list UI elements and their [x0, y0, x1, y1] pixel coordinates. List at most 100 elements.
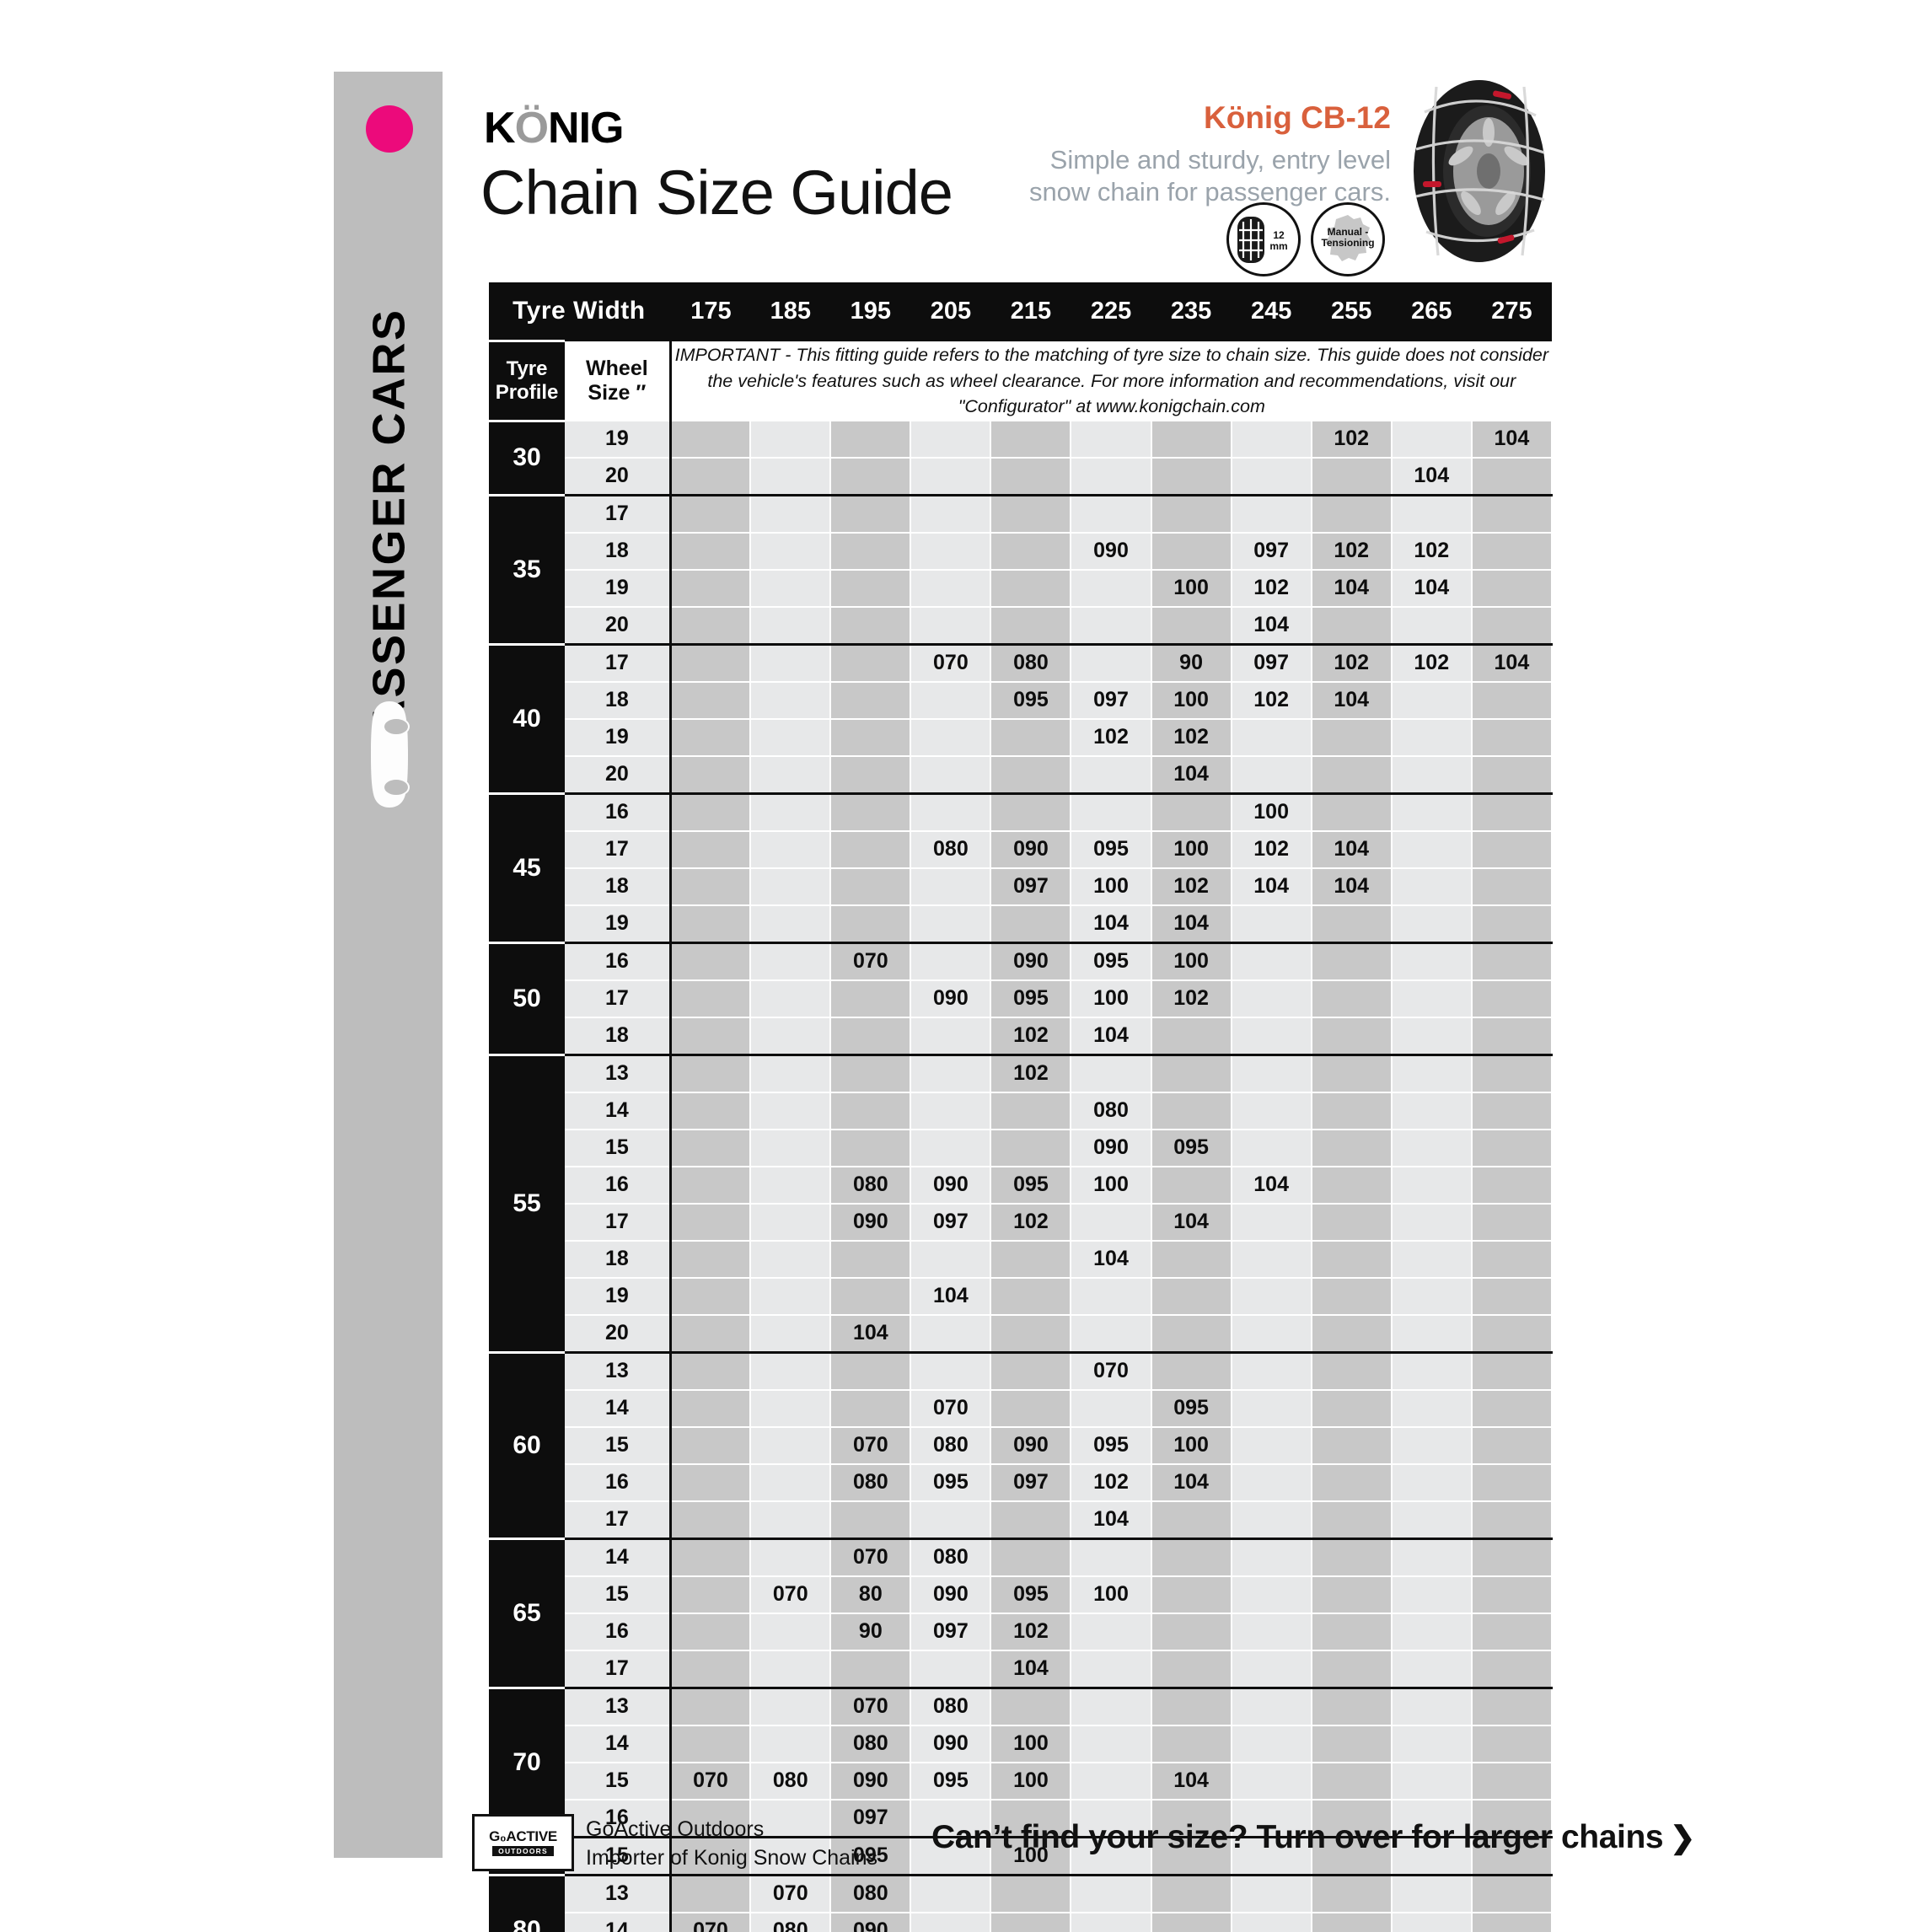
chain-size-cell: [1151, 493, 1232, 534]
chain-size-cell: [668, 642, 752, 683]
table-row: 18 095 097 100 102 104: [489, 681, 1554, 720]
product-info: König CB-12 Simple and sturdy, entry lev…: [1028, 100, 1391, 209]
chain-size-cell: [1151, 1017, 1232, 1055]
chain-size-cell: [910, 1053, 992, 1093]
chain-size-cell: [668, 1426, 752, 1465]
chain-size-cell: [668, 532, 752, 571]
chain-size-cell: [1471, 493, 1554, 534]
chain-size-cell: 102: [1311, 421, 1393, 459]
chain-size-cell: 090: [910, 979, 992, 1018]
chain-size-cell: 100: [1071, 867, 1152, 906]
chain-size-cell: [910, 904, 992, 943]
chain-size-cell: [910, 941, 992, 981]
chain-size-cell: [830, 1053, 912, 1093]
chain-size-cell: 095: [990, 1575, 1072, 1614]
chain-size-cell: [1311, 1613, 1393, 1651]
chain-size-cell: [1471, 1725, 1554, 1763]
table-row: 19 104 104: [489, 904, 1554, 943]
chain-size-cell: [1071, 1873, 1152, 1913]
chain-size-cell: [1151, 1799, 1232, 1838]
wheel-size-cell: 18: [565, 681, 671, 720]
chain-size-cell: 104: [1071, 1500, 1152, 1539]
chain-size-cell: [990, 421, 1072, 459]
chain-size-cell: [1231, 1426, 1312, 1465]
chain-size-cell: [1071, 1762, 1152, 1801]
wheel-size-cell: 16: [565, 1613, 671, 1651]
chain-size-cell: [1311, 718, 1393, 757]
chain-size-cell: [1471, 792, 1554, 832]
wheel-size-cell: 19: [565, 1277, 671, 1316]
chain-size-cell: [1311, 1389, 1393, 1428]
chain-size-cell: [668, 1686, 752, 1726]
chain-size-cell: [1471, 1166, 1554, 1205]
chain-size-cell: [910, 569, 992, 608]
chain-size-cell: [1471, 1799, 1554, 1838]
wheel-size-cell: 20: [565, 1314, 671, 1353]
chain-size-cell: 090: [990, 1426, 1072, 1465]
chain-size-cell: [910, 421, 992, 459]
chain-size-cell: [668, 1092, 752, 1130]
chain-size-cell: [990, 532, 1072, 571]
chain-size-cell: [750, 457, 832, 496]
table-row: 19 100 102 104 104: [489, 569, 1554, 608]
chain-size-cell: 070: [910, 642, 992, 683]
chain-size-cell: [1071, 1389, 1152, 1428]
chain-size-cell: 095: [830, 1835, 912, 1876]
chain-size-cell: 095: [910, 1762, 992, 1801]
tyre-12mm-badge: 12 mm: [1226, 202, 1301, 276]
chain-size-cell: [830, 979, 912, 1018]
chain-size-cell: [750, 867, 832, 906]
wheel-size-cell: 17: [565, 493, 671, 534]
table-row: 20 104: [489, 1314, 1554, 1353]
chain-size-cell: [668, 755, 752, 794]
chain-size-cell: [830, 1240, 912, 1279]
chain-size-cell: [750, 830, 832, 869]
chain-size-cell: [1311, 1537, 1393, 1577]
chain-size-cell: 070: [910, 1389, 992, 1428]
table-row: 15 090 095: [489, 1129, 1554, 1167]
chain-size-cell: [750, 1389, 832, 1428]
chain-size-cell: 095: [910, 1463, 992, 1502]
table-row: 15 070 80 090 095 100: [489, 1575, 1554, 1614]
chain-size-cell: [1391, 1017, 1473, 1055]
chain-size-cell: [990, 1389, 1072, 1428]
chain-size-cell: 100: [1151, 569, 1232, 608]
wheel-size-cell: 16: [565, 1166, 671, 1205]
chain-size-cell: [1311, 979, 1393, 1018]
chain-size-cell: 100: [1231, 792, 1312, 832]
chain-size-cell: [830, 1350, 912, 1391]
table-row: 14 080: [489, 1092, 1554, 1130]
table-row: 16 90 097 102: [489, 1613, 1554, 1651]
chain-size-cell: 104: [1391, 457, 1473, 496]
chain-size-cell: [1231, 1092, 1312, 1130]
chain-size-cell: [1391, 681, 1473, 720]
chain-size-cell: [1391, 904, 1473, 943]
chain-size-cell: [1231, 493, 1312, 534]
chain-size-cell: [830, 830, 912, 869]
width-col-235: 235: [1151, 282, 1232, 341]
chain-size-cell: [750, 1240, 832, 1279]
chain-size-cell: 097: [990, 867, 1072, 906]
chain-size-cell: [990, 904, 1072, 943]
chain-size-cell: 070: [668, 1762, 752, 1801]
chain-size-cell: [1231, 1389, 1312, 1428]
width-col-275: 275: [1471, 282, 1552, 341]
chain-size-cell: [1391, 1203, 1473, 1242]
chain-size-cell: [1391, 1426, 1473, 1465]
chain-size-cell: 104: [1471, 421, 1554, 459]
table-row: 19 102 102: [489, 718, 1554, 757]
table-row: 18 104: [489, 1240, 1554, 1279]
turn-over-cta[interactable]: Can’t find your size? Turn over for larg…: [931, 1819, 1695, 1856]
table-body: 30 19 102 104 20 104 35 17 18 090 097 102 102 19 100 10…: [489, 420, 1554, 1932]
chain-size-cell: [668, 1575, 752, 1614]
chain-size-cell: [1471, 1314, 1554, 1353]
chain-size-cell: [1471, 1053, 1554, 1093]
chain-size-cell: [1391, 1912, 1473, 1932]
width-col-265: 265: [1391, 282, 1472, 341]
chain-size-cell: 104: [1311, 830, 1393, 869]
chain-size-cell: [1231, 1575, 1312, 1614]
chain-size-cell: 070: [830, 1686, 912, 1726]
wheel-size-cell: 19: [565, 904, 671, 943]
importer-line-1: GoActive Outdoors: [586, 1817, 765, 1841]
chain-size-cell: [668, 1725, 752, 1763]
